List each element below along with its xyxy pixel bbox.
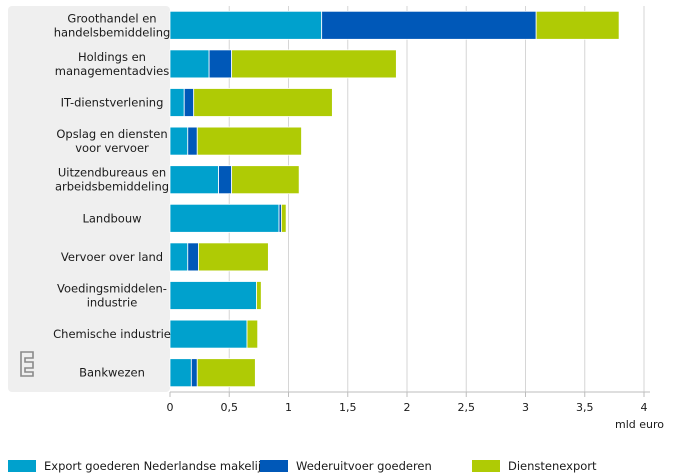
- category-label: Chemische industrie: [53, 327, 171, 341]
- cbs-logo: [20, 351, 34, 377]
- category-label: Holdings en managementadvies: [55, 50, 169, 78]
- x-axis-ticks: 0 0,5 1 1,5 2 2,5 3 3,5 4: [167, 392, 648, 414]
- bar-segment: [280, 203, 287, 233]
- bar-segment: [193, 88, 333, 117]
- legend-label: Export goederen Nederlandse makelij: [44, 459, 261, 473]
- category-label: Vervoer over land: [61, 250, 163, 264]
- category-panel: [8, 6, 170, 392]
- x-tick-label: 2: [404, 401, 411, 414]
- bar-segment: [196, 126, 302, 156]
- category-label: Voedingsmiddelen-industrie: [57, 282, 167, 310]
- bar-segment: [169, 165, 219, 195]
- bars: [169, 10, 620, 388]
- legend-swatch: [472, 460, 500, 472]
- bar-segment: [169, 126, 189, 156]
- bar-segment: [169, 203, 280, 233]
- x-tick-label: 0,5: [221, 401, 239, 414]
- x-tick-label: 4: [641, 401, 648, 414]
- x-tick-label: 1: [285, 401, 292, 414]
- category-label: Uitzendbureaus en arbeidsbemiddeling: [55, 166, 169, 194]
- x-axis-unit: mld euro: [615, 418, 664, 431]
- bar-segment: [169, 242, 189, 272]
- legend-label: Dienstenexport: [508, 459, 597, 473]
- x-tick-label: 3,5: [576, 401, 594, 414]
- bar-segment: [169, 49, 210, 79]
- grid-lines: [228, 6, 645, 392]
- category-label: Opslag en diensten voor vervoer: [56, 127, 167, 155]
- bar-segment: [190, 358, 198, 388]
- legend-swatch: [260, 460, 288, 472]
- bar-segment: [187, 242, 199, 272]
- x-tick-label: 3: [522, 401, 529, 414]
- bar-segment: [231, 49, 397, 79]
- x-tick-label: 2,5: [458, 401, 476, 414]
- bar-segment: [196, 358, 256, 388]
- bar-segment: [169, 281, 257, 310]
- bar-segment: [169, 10, 323, 40]
- category-label: Landbouw: [82, 211, 141, 225]
- bar-segment: [187, 126, 198, 156]
- bar-segment: [198, 242, 269, 272]
- x-tick-label: 0: [167, 401, 174, 414]
- bar-segment: [321, 10, 537, 40]
- legend-label: Wederuitvoer goederen: [296, 459, 432, 473]
- legend: Export goederen Nederlandse makelij Weder…: [8, 459, 597, 473]
- category-label: Bankwezen: [79, 366, 145, 380]
- x-tick-label: 1,5: [339, 401, 357, 414]
- bar-segment: [246, 319, 259, 349]
- bar-segment: [256, 281, 262, 310]
- category-labels: Groothandel en handelsbemiddeling Holdings…: [53, 11, 171, 379]
- bar-segment: [169, 319, 248, 349]
- bar-segment: [231, 165, 300, 195]
- legend-swatch: [8, 460, 36, 472]
- bar-segment: [208, 49, 233, 79]
- category-label: Groothandel en handelsbemiddeling: [54, 11, 171, 39]
- bar-segment: [169, 358, 192, 388]
- bar-segment: [169, 88, 185, 117]
- bar-segment: [218, 165, 233, 195]
- bar-segment: [183, 88, 195, 117]
- bar-segment: [535, 10, 620, 40]
- category-label: IT-dienstverlening: [61, 96, 164, 110]
